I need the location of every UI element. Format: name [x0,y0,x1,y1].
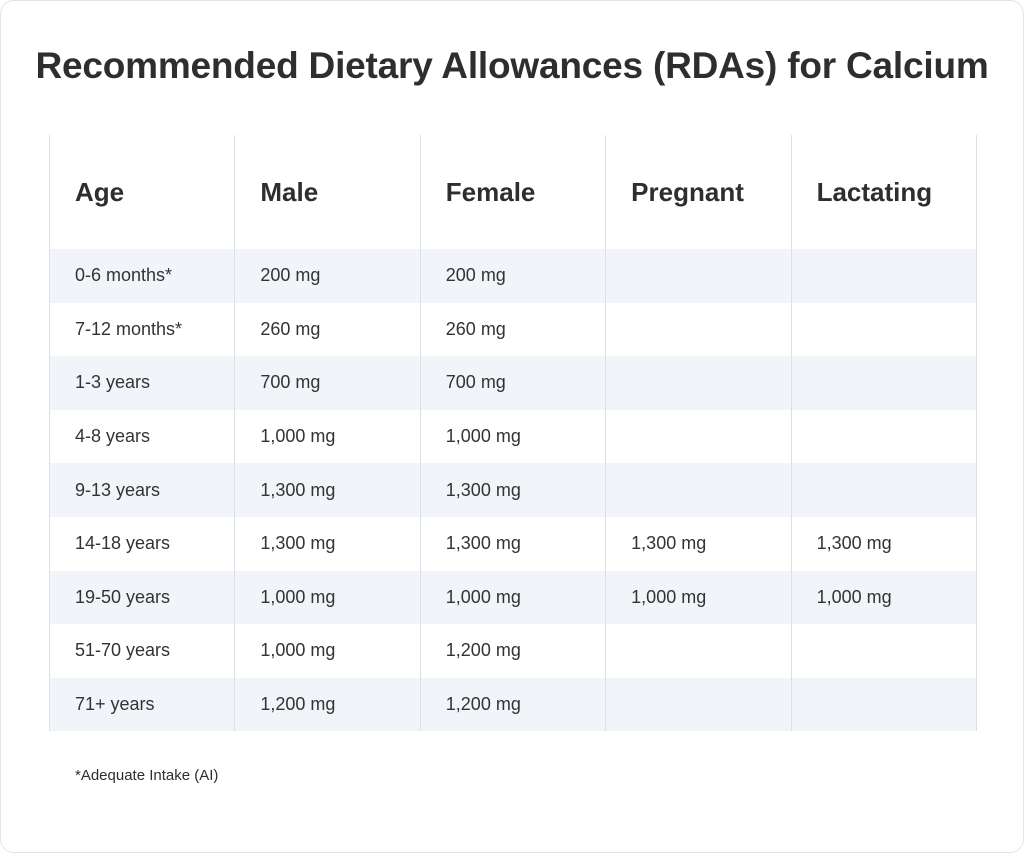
cell-male: 200 mg [234,249,421,303]
cell-female: 200 mg [419,249,607,303]
cell-male: 1,300 mg [234,463,421,517]
cell-male: 1,000 mg [234,624,421,678]
table-row: 0-6 months* 200 mg 200 mg [48,249,977,303]
footnote: *Adequate Intake (AI) [75,767,219,784]
cell-male: 1,300 mg [234,516,421,571]
table-header-row: Age Male Female Pregnant Lactating [48,135,977,249]
cell-age: 0-6 months* [48,249,236,303]
rda-table: Age Male Female Pregnant Lactating 0-6 m… [48,135,977,732]
cell-age: 51-70 years [48,624,236,678]
cell-age: 1-3 years [48,356,236,410]
cell-lactating [790,302,977,357]
page-title: Recommended Dietary Allowances (RDAs) fo… [35,45,989,86]
cell-age: 19-50 years [48,570,236,625]
cell-lactating [790,409,977,464]
cell-lactating: 1,300 mg [790,516,977,571]
cell-lactating [790,624,977,678]
cell-female: 1,000 mg [419,409,607,464]
cell-age: 7-12 months* [48,302,236,357]
table-row: 9-13 years 1,300 mg 1,300 mg [48,463,977,517]
cell-lactating [790,249,977,303]
cell-pregnant [605,409,792,464]
header-lactating: Lactating [790,135,977,249]
cell-lactating: 1,000 mg [790,570,977,625]
cell-female: 700 mg [419,356,607,410]
cell-pregnant: 1,000 mg [605,570,792,625]
cell-lactating [790,356,977,410]
table-row: 51-70 years 1,000 mg 1,200 mg [48,624,977,678]
header-male: Male [234,135,421,249]
table-row: 71+ years 1,200 mg 1,200 mg [48,677,977,732]
cell-female: 260 mg [419,302,607,357]
cell-female: 1,200 mg [419,624,607,678]
cell-age: 14-18 years [48,516,236,571]
cell-female: 1,300 mg [419,516,607,571]
cell-female: 1,200 mg [419,677,607,732]
table-row: 19-50 years 1,000 mg 1,000 mg 1,000 mg 1… [48,570,977,625]
header-pregnant: Pregnant [605,135,792,249]
cell-female: 1,300 mg [419,463,607,517]
table-row: 7-12 months* 260 mg 260 mg [48,302,977,357]
cell-male: 260 mg [234,302,421,357]
cell-age: 9-13 years [48,463,236,517]
cell-age: 4-8 years [48,409,236,464]
cell-lactating [790,463,977,517]
cell-pregnant: 1,300 mg [605,516,792,571]
cell-male: 1,200 mg [234,677,421,732]
cell-female: 1,000 mg [419,570,607,625]
table-row: 1-3 years 700 mg 700 mg [48,356,977,410]
cell-pregnant [605,302,792,357]
header-age: Age [48,135,236,249]
cell-pregnant [605,677,792,732]
cell-male: 1,000 mg [234,409,421,464]
cell-pregnant [605,249,792,303]
cell-male: 700 mg [234,356,421,410]
table-row: 14-18 years 1,300 mg 1,300 mg 1,300 mg 1… [48,516,977,571]
table-row: 4-8 years 1,000 mg 1,000 mg [48,409,977,464]
header-female: Female [419,135,607,249]
cell-male: 1,000 mg [234,570,421,625]
cell-lactating [790,677,977,732]
cell-pregnant [605,624,792,678]
cell-pregnant [605,463,792,517]
cell-pregnant [605,356,792,410]
cell-age: 71+ years [48,677,236,732]
